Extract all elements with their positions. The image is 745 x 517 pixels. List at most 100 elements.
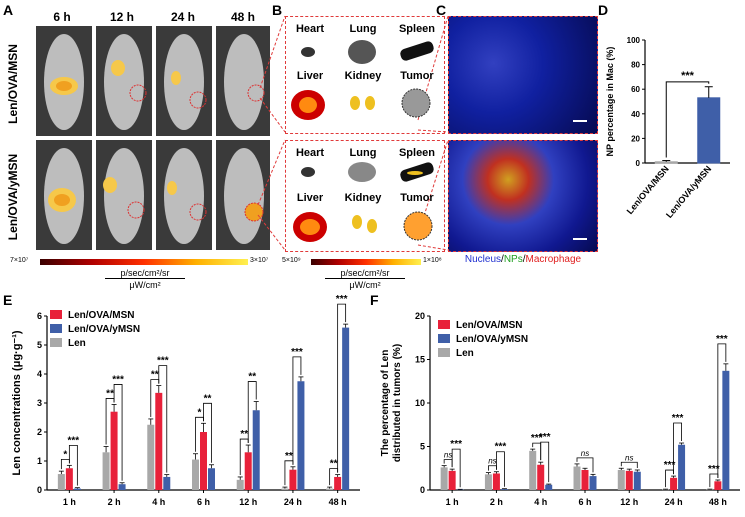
legend-nucleus: Nucleus: [464, 254, 502, 265]
organ-label-spleen: Spleen: [398, 23, 436, 35]
organ-label-kidney: Kidney: [344, 70, 382, 82]
significance-label: ***: [672, 413, 684, 424]
legend-swatch: [50, 338, 62, 347]
timepoint-label: 6 h: [53, 10, 71, 24]
legend-swatch: [438, 320, 450, 329]
legend-macrophage: Macrophage: [525, 254, 582, 265]
scale-bar: [573, 238, 587, 240]
organ-label-tumor: Tumor: [400, 192, 434, 204]
colorbar-max: 3×10⁷: [250, 257, 269, 264]
x-tick-label: 1 h: [446, 497, 459, 507]
legend-nps: NPs: [503, 254, 523, 265]
x-tick-label: 24 h: [665, 497, 683, 507]
significance-bracket: [451, 448, 461, 488]
y-tick-label: 5: [37, 340, 42, 350]
x-tick-label: 48 h: [329, 497, 347, 507]
colorbar-unit-top: p/sec/cm²/sr: [105, 268, 185, 279]
significance-label: ***: [336, 294, 348, 305]
organ-images-msn: [291, 40, 434, 120]
colorbar-b: [311, 259, 421, 265]
colorbar-min: 5×10⁹: [282, 257, 301, 264]
bar: [500, 489, 508, 490]
x-tick-label: 4 h: [534, 497, 547, 507]
x-tick-label: Len/OVA/MSN: [625, 164, 671, 216]
organ-label-heart: Heart: [295, 147, 325, 159]
bar: [670, 477, 678, 490]
bar: [678, 444, 686, 490]
significance-bracket: [203, 402, 212, 463]
y-tick-label: 4: [37, 369, 42, 379]
y-tick-label: 0: [636, 159, 641, 168]
bar: [147, 424, 155, 490]
bar: [281, 488, 289, 490]
microscopy-image-ymsn: [448, 140, 598, 252]
bar: [289, 469, 297, 490]
significance-label: ***: [716, 334, 728, 345]
x-tick-label: 2 h: [490, 497, 503, 507]
significance-label: **: [248, 372, 256, 383]
significance-bracket: [665, 81, 710, 158]
y-tick-label: 6: [37, 311, 42, 321]
y-axis-label: Len concentrations (μg·g⁻¹): [11, 330, 23, 475]
significance-bracket: [158, 365, 168, 473]
bar: [529, 450, 537, 490]
bar: [192, 459, 199, 490]
organ-label-spleen: Spleen: [398, 147, 436, 159]
legend-label: Len: [456, 348, 474, 359]
bar: [589, 476, 597, 490]
significance-label: ***: [539, 432, 551, 443]
panel-label-e: E: [3, 292, 13, 308]
significance-bracket: [292, 356, 302, 465]
bar: [448, 470, 456, 490]
y-tick-label: 0: [37, 485, 42, 495]
microscopy-image-msn: [448, 16, 598, 134]
panel-label-b: B: [272, 2, 283, 18]
significance-label: ***: [68, 435, 80, 446]
panel-label-f: F: [370, 292, 379, 308]
significance-label: ns: [488, 457, 496, 466]
significance-bracket: [68, 444, 78, 486]
organ-box-msn: [285, 16, 445, 134]
significance-label: ns: [581, 449, 589, 458]
legend-swatch: [438, 334, 450, 343]
significance-label: ns: [444, 451, 452, 460]
bar: [537, 464, 545, 490]
significance-label: **: [204, 393, 212, 404]
y-tick-label: 10: [415, 398, 425, 408]
x-tick-label: 6 h: [578, 497, 591, 507]
y-tick-label: 1: [37, 456, 42, 466]
y-tick-label: 20: [415, 311, 425, 321]
legend-label: Len/OVA/yMSN: [68, 324, 140, 335]
significance-label: **: [285, 451, 293, 462]
organ-label-lung: Lung: [349, 147, 377, 159]
fluorescence-legend: Nucleus/NPs/Macrophage: [448, 254, 598, 265]
scale-bar: [573, 120, 587, 122]
bar: [297, 381, 305, 490]
organ-label-heart: Heart: [295, 23, 325, 35]
significance-label: **: [151, 370, 159, 381]
bar: [617, 469, 625, 490]
bar: [492, 473, 500, 490]
y-tick-label: 3: [37, 398, 42, 408]
bar: [208, 468, 215, 490]
bar: [334, 476, 342, 490]
y-tick-label: 80: [631, 61, 640, 70]
significance-label: **: [106, 388, 114, 399]
significance-label: ***: [531, 433, 543, 444]
colorbar-max: 1×10⁸: [423, 257, 442, 264]
y-axis-label: NP percentage in Mac (%): [605, 47, 615, 157]
bar: [118, 484, 126, 490]
bar: [545, 484, 553, 490]
significance-label: *: [63, 449, 67, 460]
legend-separator: /: [522, 254, 526, 265]
significance-bracket: [620, 461, 638, 468]
bar: [163, 476, 171, 490]
y-axis-label: distributed in tumors (%): [392, 344, 403, 462]
organ-label-liver: Liver: [296, 192, 324, 204]
y-tick-label: 20: [631, 134, 640, 143]
significance-bracket: [488, 465, 497, 471]
significance-label: ***: [681, 70, 695, 82]
significance-bracket: [113, 384, 123, 481]
bar: [342, 327, 350, 490]
bar: [252, 410, 260, 490]
